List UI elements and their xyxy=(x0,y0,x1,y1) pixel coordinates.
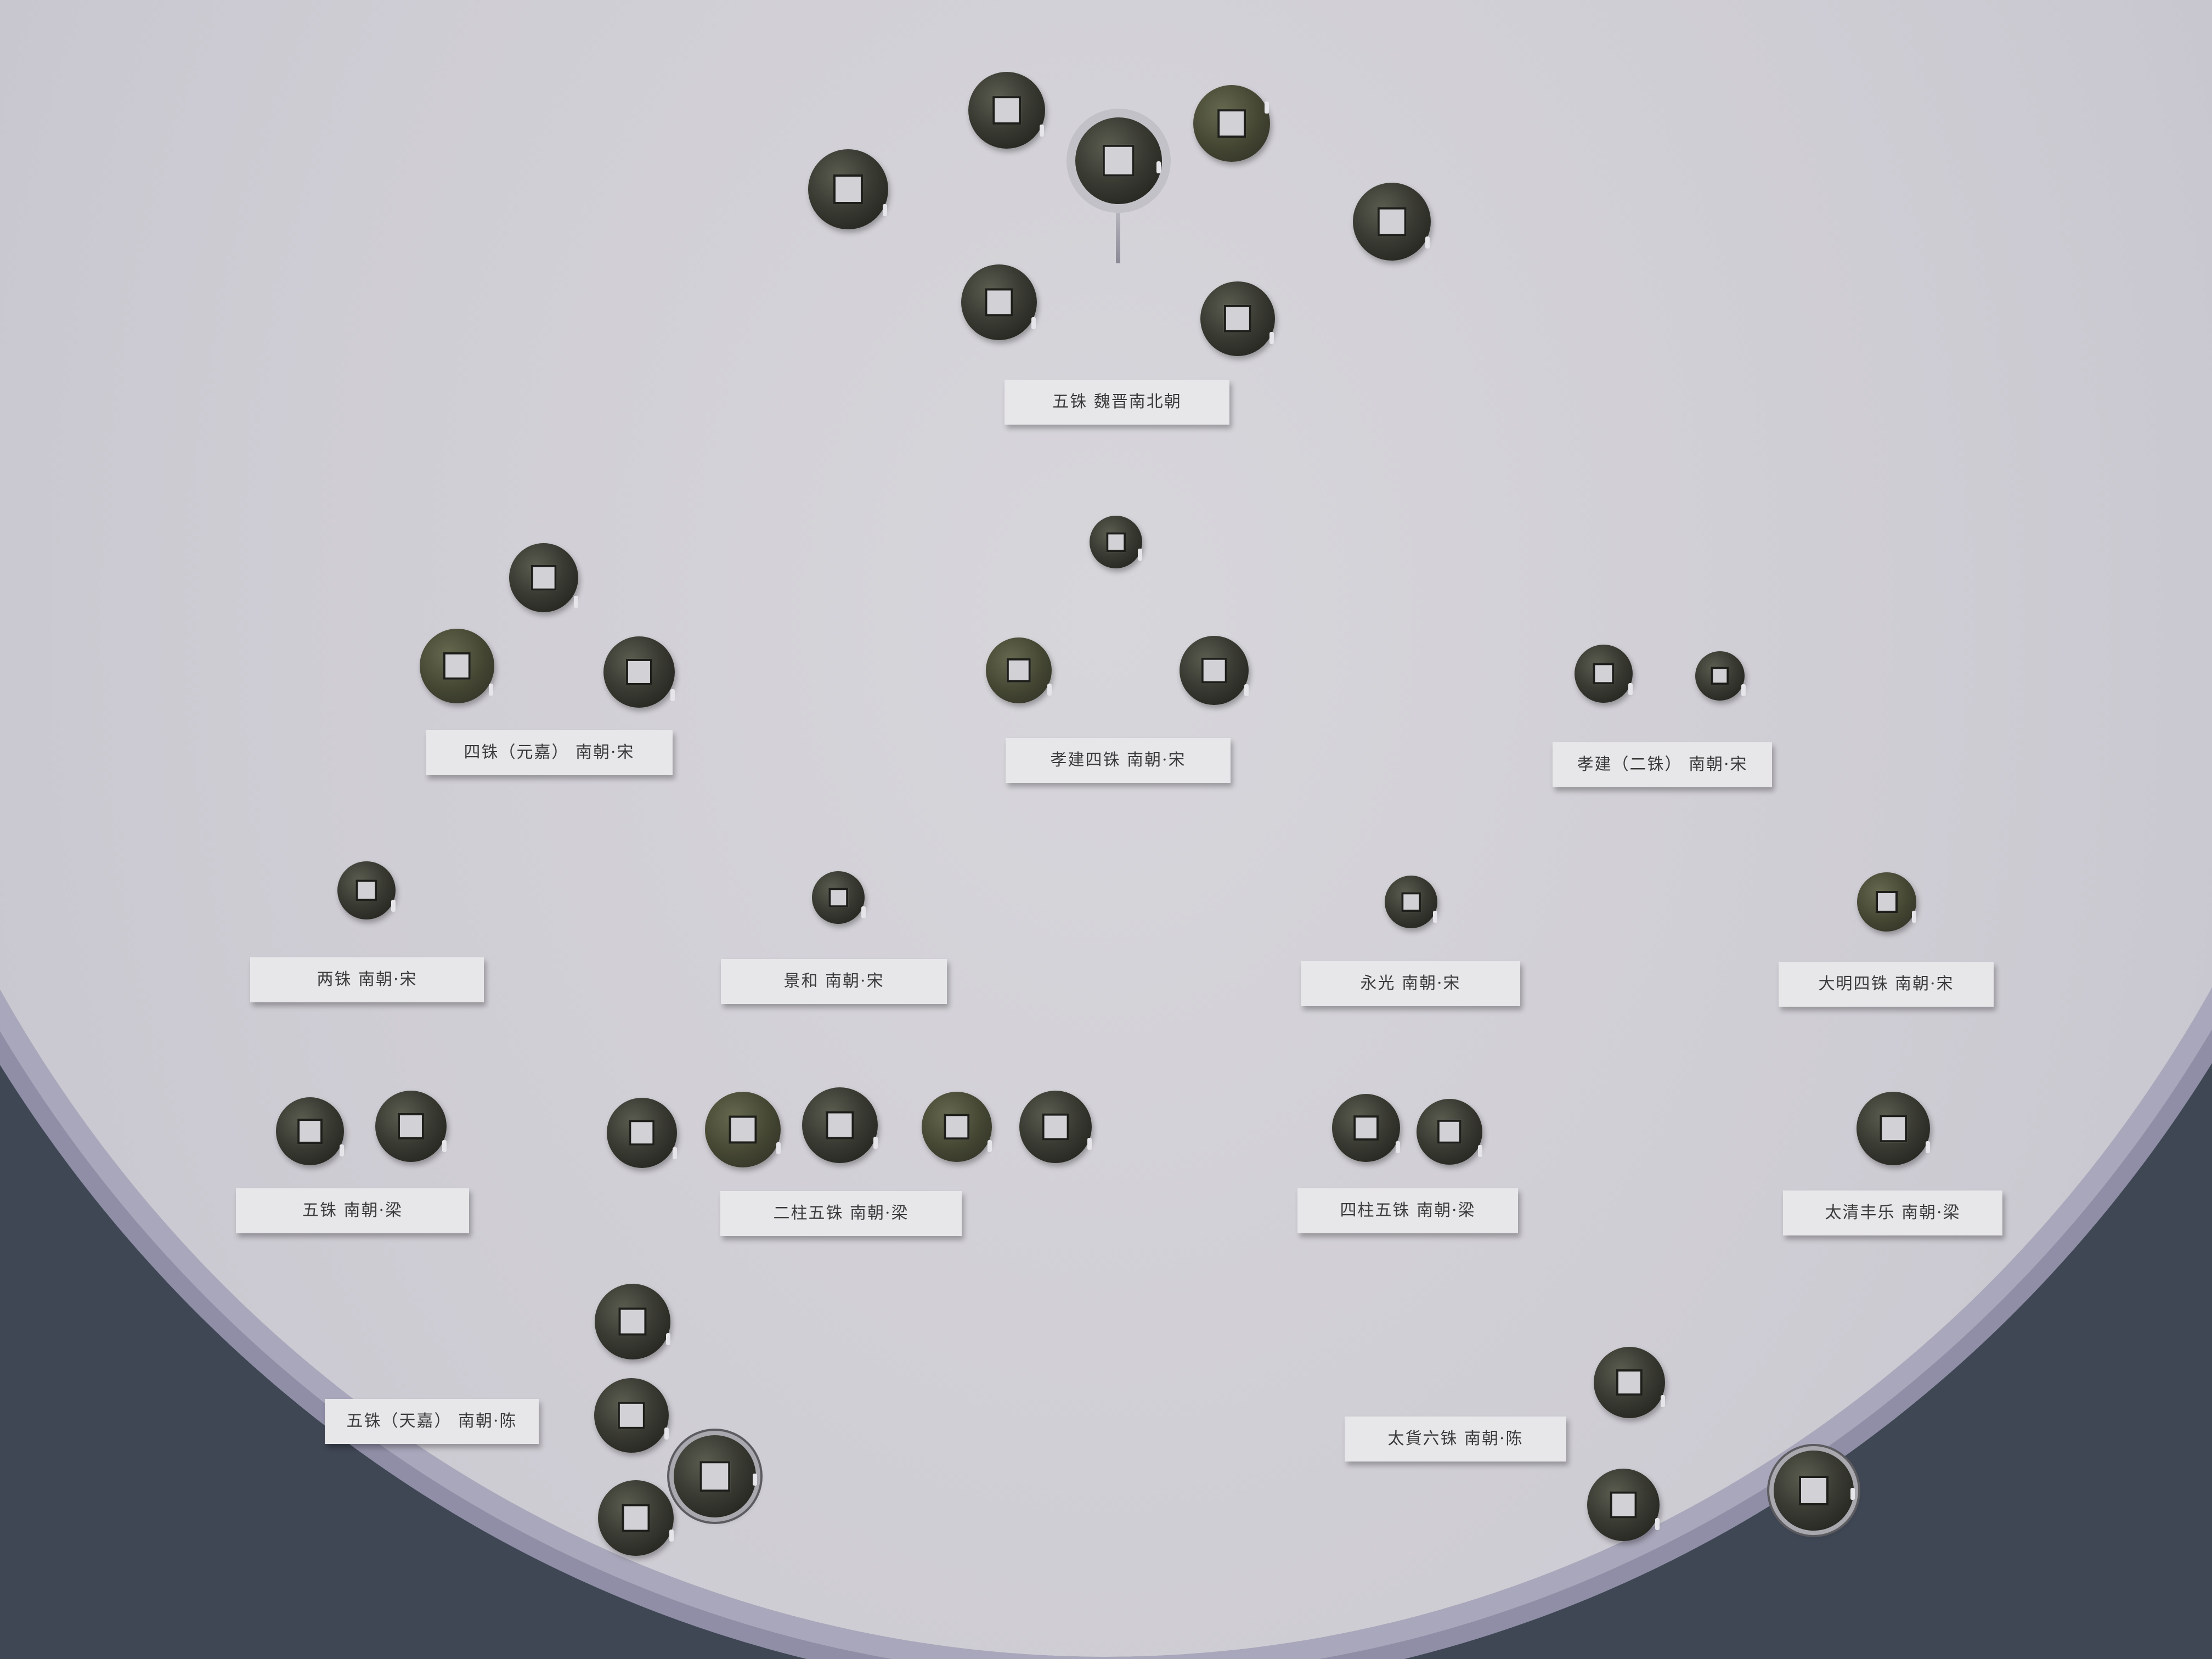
coin-label: 五铢 魏晋南北朝 xyxy=(1005,380,1229,425)
coin-label: 四柱五铢 南朝·梁 xyxy=(1297,1188,1518,1233)
coin-label: 孝建（二铢） 南朝·宋 xyxy=(1553,742,1772,787)
coin-label: 五铢 南朝·梁 xyxy=(236,1188,469,1233)
coin xyxy=(1200,281,1275,356)
coin xyxy=(1090,516,1142,568)
coin xyxy=(607,1098,677,1168)
coin xyxy=(1180,636,1249,705)
coin xyxy=(961,264,1037,340)
coin xyxy=(1857,1092,1930,1165)
coin xyxy=(509,543,578,612)
coin-label: 景和 南朝·宋 xyxy=(721,959,947,1004)
coin xyxy=(375,1091,447,1162)
coin xyxy=(598,1480,674,1556)
coin-label: 永光 南朝·宋 xyxy=(1301,961,1520,1006)
coin-label: 大明四铢 南朝·宋 xyxy=(1779,962,1994,1007)
coin xyxy=(1353,183,1431,261)
coin-label: 太清丰乐 南朝·梁 xyxy=(1783,1190,2002,1235)
coin xyxy=(812,871,866,924)
coin-label: 二柱五铢 南朝·梁 xyxy=(720,1191,962,1236)
coin-label: 太貨六铢 南朝·陈 xyxy=(1345,1417,1566,1462)
coin xyxy=(1019,1091,1092,1163)
coin xyxy=(276,1097,344,1165)
coin xyxy=(420,629,494,703)
coin xyxy=(1075,117,1162,204)
coin xyxy=(1575,645,1633,703)
coin xyxy=(1774,1451,1855,1531)
coin xyxy=(603,636,675,708)
coin xyxy=(595,1284,670,1359)
coin xyxy=(1193,85,1270,162)
coin xyxy=(1385,876,1437,928)
coin xyxy=(968,72,1045,149)
coin xyxy=(986,637,1052,703)
coin xyxy=(802,1087,878,1163)
coin xyxy=(1695,651,1746,701)
coin xyxy=(1857,872,1916,932)
coin xyxy=(1332,1094,1400,1162)
coin xyxy=(1594,1347,1665,1418)
coin xyxy=(705,1092,781,1167)
coin xyxy=(922,1092,992,1162)
mounting-rod xyxy=(1116,208,1120,263)
coin-label: 两铢 南朝·宋 xyxy=(250,957,484,1002)
coin-label: 四铢（元嘉） 南朝·宋 xyxy=(426,730,673,775)
coin-label: 孝建四铢 南朝·宋 xyxy=(1006,738,1231,783)
coin xyxy=(674,1435,757,1517)
coin xyxy=(1587,1469,1660,1541)
coin xyxy=(594,1378,669,1453)
coin xyxy=(1417,1099,1482,1165)
coin xyxy=(337,861,396,919)
coin xyxy=(808,149,888,229)
coin-label: 五铢（天嘉） 南朝·陈 xyxy=(325,1399,539,1444)
